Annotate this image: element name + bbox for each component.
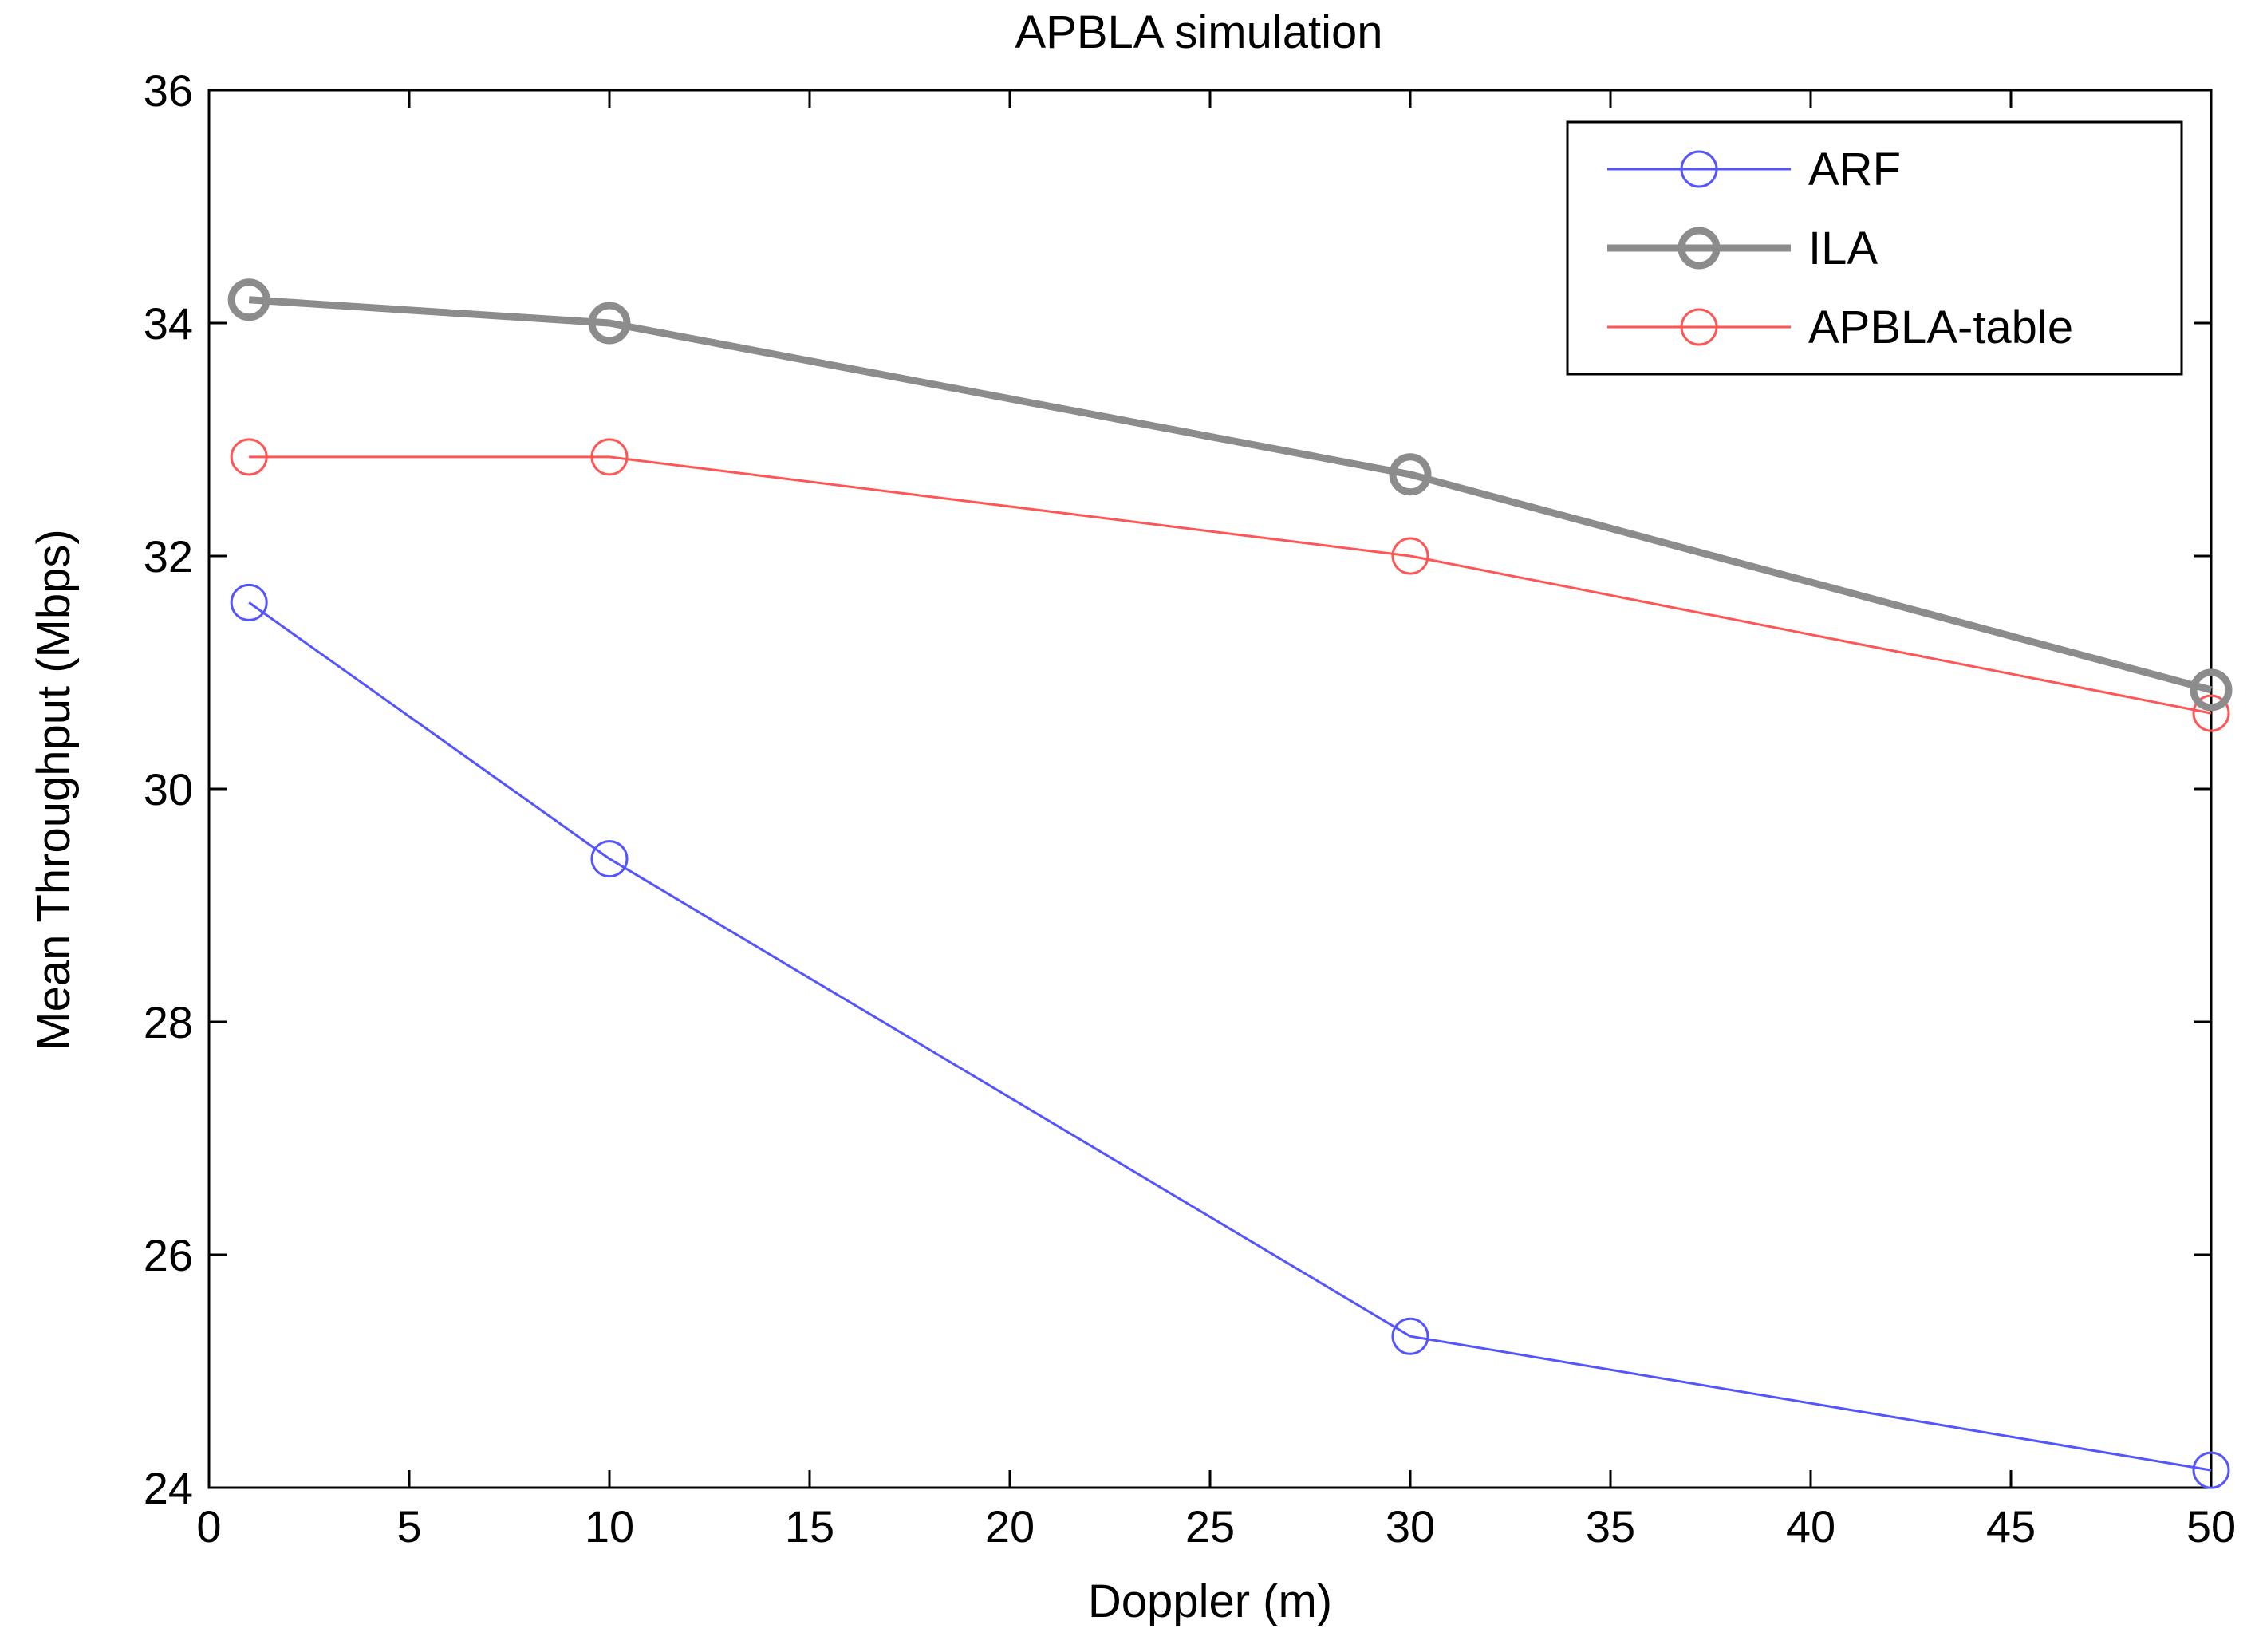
x-tick-label: 40 (1786, 1501, 1835, 1551)
series-line-ila (248, 296, 2213, 694)
series-apbla-table (230, 438, 2230, 732)
data-point-arf (590, 840, 629, 878)
y-tick-label: 34 (144, 298, 193, 349)
series-arf (230, 583, 2230, 1489)
data-point-apbla-table (1391, 537, 1429, 575)
legend-marker (1677, 227, 1721, 270)
series-ila (227, 278, 2233, 712)
y-tick-label: 26 (144, 1230, 193, 1280)
x-tick-label: 15 (785, 1501, 834, 1551)
data-point-ila (2190, 668, 2233, 712)
y-tick-label: 32 (144, 531, 193, 582)
x-tick-label: 10 (585, 1501, 634, 1551)
data-point-apbla-table (590, 438, 629, 476)
x-tick-label: 0 (196, 1501, 221, 1551)
x-tick-label: 45 (1986, 1501, 2036, 1551)
data-point-ila (588, 302, 631, 345)
data-point-ila (227, 278, 270, 321)
legend-item-ila: ILA (1607, 223, 1878, 274)
legend-item-arf: ARF (1607, 144, 1901, 195)
y-tick-label: 28 (144, 997, 193, 1047)
y-tick-label: 30 (144, 764, 193, 814)
data-point-arf (230, 583, 268, 621)
data-point-apbla-table (2192, 694, 2230, 732)
x-tick-label: 50 (2186, 1501, 2236, 1551)
data-point-arf (1391, 1317, 1429, 1355)
legend: ARF ILA APBLA-table (1566, 120, 2183, 376)
data-point-apbla-table (230, 438, 268, 476)
y-tick-label: 24 (144, 1463, 193, 1513)
legend-label: APBLA-table (1808, 302, 2073, 353)
y-axis-label: Mean Throughput (Mbps) (28, 529, 80, 1050)
x-tick-label: 20 (985, 1501, 1035, 1551)
chart-title: APBLA simulation (1015, 6, 1382, 58)
y-tick-label: 36 (144, 65, 193, 116)
legend-label: ARF (1808, 144, 1901, 195)
series-line-apbla-table (249, 455, 2212, 715)
x-tick-label: 25 (1185, 1501, 1235, 1551)
axis-ticks (207, 89, 2213, 1489)
legend-marker (1680, 150, 1718, 188)
x-axis-label: Doppler (m) (1088, 1575, 1332, 1627)
data-point-ila (1389, 453, 1432, 496)
series-line-arf (248, 601, 2212, 1472)
data-point-arf (2192, 1451, 2230, 1489)
legend-marker (1680, 308, 1718, 346)
legend-item-apbla-table: APBLA-table (1607, 302, 2073, 353)
x-tick-label: 30 (1386, 1501, 1435, 1551)
legend-label: ILA (1808, 223, 1878, 274)
axis-tick-labels: 0 5 10 15 20 25 30 35 40 45 50 24 26 28 30 32 34 36 (144, 65, 2236, 1551)
series-layer (227, 278, 2233, 1489)
x-tick-label: 5 (396, 1501, 421, 1551)
x-tick-label: 35 (1586, 1501, 1635, 1551)
